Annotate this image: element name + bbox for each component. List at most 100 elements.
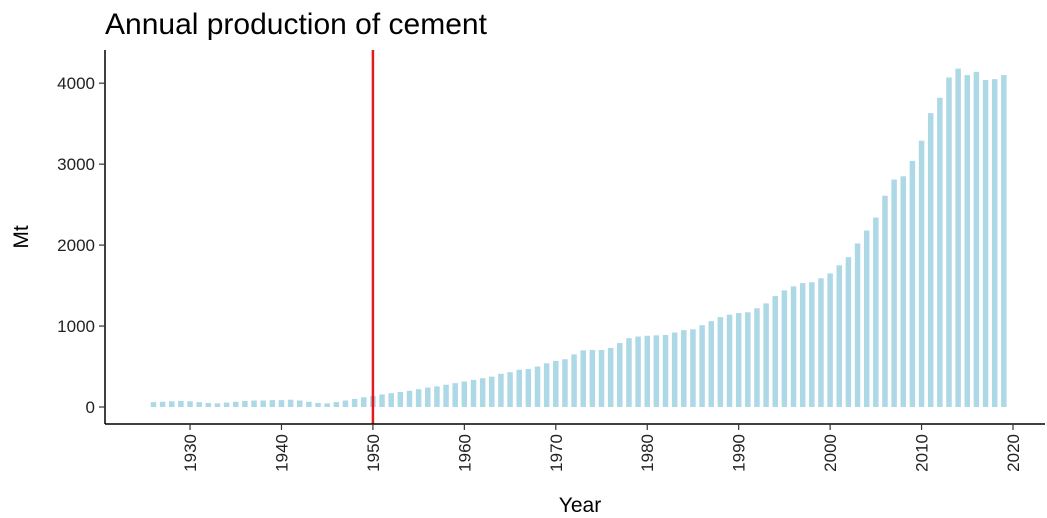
y-tick-label: 2000 <box>57 236 95 255</box>
y-axis-label: Mt <box>10 225 33 248</box>
bar <box>150 402 157 407</box>
bar <box>242 400 248 407</box>
bar <box>287 399 294 407</box>
bar <box>927 113 934 408</box>
bar <box>233 401 239 407</box>
bar <box>863 230 870 407</box>
bar <box>543 363 550 407</box>
bar <box>214 403 221 407</box>
bar <box>781 290 788 407</box>
bar <box>937 97 943 407</box>
x-tick-label: 1950 <box>364 434 383 472</box>
bar <box>882 195 888 407</box>
x-tick-label: 1980 <box>638 434 657 472</box>
bar <box>982 79 989 407</box>
bar <box>607 347 614 407</box>
bar <box>415 389 422 407</box>
bar <box>699 325 705 407</box>
bar <box>196 402 202 407</box>
bar <box>809 282 815 407</box>
bar <box>525 368 532 407</box>
x-axis-label: Year <box>559 494 601 517</box>
x-tick-label: 2010 <box>913 434 932 472</box>
bar <box>297 400 303 407</box>
bar <box>662 334 669 407</box>
bar <box>205 402 212 407</box>
x-tick-label: 2020 <box>1004 434 1023 472</box>
bar <box>745 312 751 407</box>
bar <box>434 386 440 407</box>
bar <box>571 354 577 407</box>
x-tick-label: 1930 <box>181 434 200 472</box>
bar <box>909 160 916 407</box>
bar <box>991 79 998 408</box>
bar <box>891 179 897 407</box>
bar <box>580 350 586 407</box>
y-tick-label: 1000 <box>57 317 95 336</box>
y-tick-label: 4000 <box>57 74 95 93</box>
bar <box>946 77 952 408</box>
bar <box>388 393 394 407</box>
bar <box>854 243 861 407</box>
bar <box>351 398 358 407</box>
bar <box>918 140 925 407</box>
bar <box>955 68 961 407</box>
bar <box>799 283 806 407</box>
bar <box>873 217 879 407</box>
bar <box>324 403 330 407</box>
bar <box>717 317 724 407</box>
bar <box>754 308 760 407</box>
bar <box>690 329 696 407</box>
bar <box>790 286 797 407</box>
bar <box>489 376 495 407</box>
bar <box>653 335 660 407</box>
bar <box>818 278 824 407</box>
bar <box>598 349 605 407</box>
bar <box>964 75 971 407</box>
bar <box>379 394 385 407</box>
x-tick-label: 1970 <box>547 434 566 472</box>
bar <box>443 384 449 407</box>
bar <box>553 360 559 407</box>
bar <box>479 378 486 407</box>
bar <box>671 332 678 407</box>
y-tick-label: 0 <box>86 398 95 417</box>
bar <box>973 71 980 407</box>
y-tick-label: 3000 <box>57 155 95 174</box>
bar <box>534 366 541 407</box>
x-tick-label: 1940 <box>272 434 291 472</box>
bar <box>315 402 321 407</box>
bar <box>827 273 833 407</box>
bar <box>269 400 276 407</box>
bar <box>169 401 175 407</box>
bar <box>836 265 843 407</box>
bar <box>260 400 266 407</box>
bar <box>589 349 596 407</box>
bar <box>342 400 349 407</box>
bar <box>187 401 193 407</box>
bar <box>461 381 468 407</box>
bar <box>333 402 340 407</box>
bar <box>251 400 257 407</box>
bar <box>617 343 623 407</box>
chart-title: Annual production of cement <box>105 8 488 41</box>
bar <box>900 176 907 407</box>
bar <box>425 387 431 407</box>
bar <box>178 400 184 407</box>
bar <box>223 402 230 407</box>
bar <box>708 321 714 407</box>
bar <box>635 336 641 407</box>
bar <box>361 397 367 407</box>
bar <box>562 359 568 407</box>
bar <box>278 400 285 407</box>
bar <box>397 392 404 407</box>
bar <box>644 335 650 407</box>
bar <box>726 314 733 407</box>
bar <box>626 338 632 407</box>
bar <box>406 390 413 407</box>
bar <box>470 379 477 407</box>
bar <box>845 257 852 407</box>
bar <box>516 369 522 407</box>
